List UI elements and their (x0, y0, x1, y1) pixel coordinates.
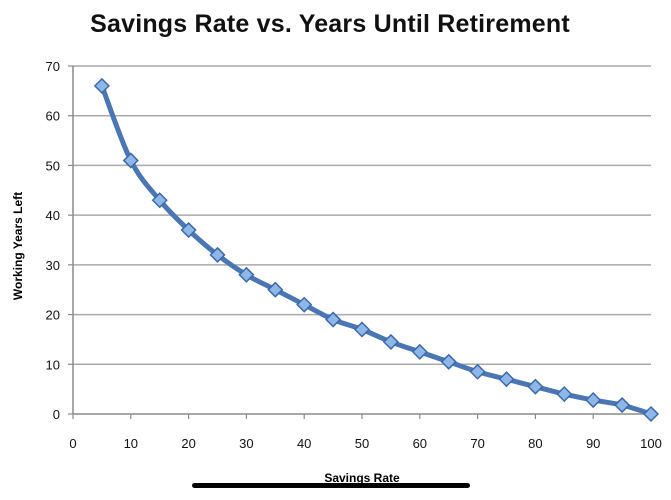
data-point (296, 296, 313, 313)
chart-title: Savings Rate vs. Years Until Retirement (90, 10, 570, 38)
x-tick-label: 70 (470, 436, 484, 451)
x-tick-label: 30 (239, 436, 253, 451)
data-point (93, 77, 110, 94)
data-point (527, 378, 544, 395)
x-tick-label: 100 (640, 436, 662, 451)
y-tick-label: 40 (46, 208, 60, 223)
x-tick-label: 40 (297, 436, 311, 451)
y-tick-labels: 0 10 20 30 40 50 60 70 (46, 59, 60, 422)
data-point (440, 353, 457, 370)
y-tick-label: 70 (46, 59, 60, 74)
x-axis-label: Savings Rate (324, 471, 400, 485)
x-tick-label: 50 (355, 436, 369, 451)
axes (68, 65, 652, 419)
data-point (469, 363, 486, 380)
y-tick-label: 30 (46, 258, 60, 273)
data-point (267, 281, 284, 298)
data-point (209, 246, 226, 263)
gridlines (73, 65, 651, 366)
x-tick-label: 0 (69, 436, 76, 451)
data-point (411, 343, 428, 360)
data-point (382, 333, 399, 350)
data-point (585, 392, 602, 409)
data-point (325, 311, 342, 328)
data-point (498, 371, 515, 388)
data-point (238, 266, 255, 283)
data-point (122, 152, 139, 169)
x-tick-labels: 0 10 20 30 40 50 60 70 80 90 100 (69, 436, 661, 451)
data-point (151, 192, 168, 209)
x-tick-label: 20 (181, 436, 195, 451)
data-point (614, 396, 631, 414)
y-tick-label: 20 (46, 308, 60, 323)
data-markers (93, 77, 660, 423)
x-tick-label: 90 (586, 436, 600, 451)
data-point (353, 321, 371, 338)
x-tick-label: 80 (528, 436, 542, 451)
data-point (180, 221, 197, 239)
home-indicator (192, 483, 470, 488)
x-tick-label: 60 (413, 436, 427, 451)
y-tick-label: 50 (46, 158, 60, 173)
y-tick-label: 60 (46, 109, 60, 124)
x-tick-label: 10 (124, 436, 138, 451)
y-tick-label: 0 (53, 407, 60, 422)
y-axis-label: Working Years Left (11, 192, 25, 300)
y-tick-label: 10 (46, 357, 60, 372)
data-point (642, 405, 660, 423)
data-point (556, 386, 573, 403)
